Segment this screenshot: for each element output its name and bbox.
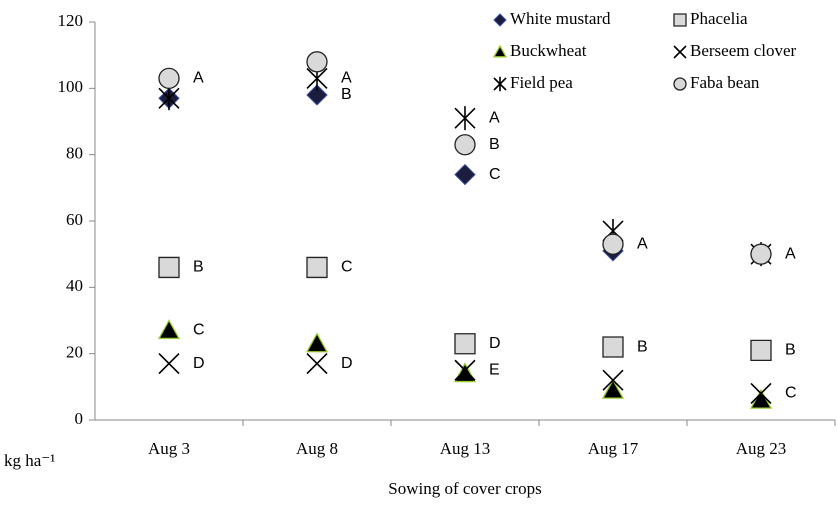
y-tick-label: 20 (66, 343, 83, 362)
marker (750, 243, 772, 265)
data-label: B (785, 342, 796, 359)
data-label: B (637, 338, 648, 355)
marker (453, 362, 477, 383)
marker (158, 86, 180, 111)
data-label: D (193, 355, 205, 372)
marker (602, 336, 624, 358)
marker (493, 76, 507, 92)
marker (602, 233, 624, 255)
marker (673, 13, 687, 27)
y-tick-label: 120 (58, 11, 84, 30)
x-tick-label: Aug 17 (588, 439, 639, 458)
x-tick-label: Aug 8 (296, 439, 338, 458)
y-tick-label: 80 (66, 144, 83, 163)
y-axis-label: kg ha⁻¹ (4, 451, 55, 470)
marker (454, 163, 476, 186)
data-label: A (341, 70, 352, 87)
legend-label: Berseem clover (690, 41, 797, 60)
y-tick-label: 40 (66, 276, 83, 295)
data-label: B (489, 136, 500, 153)
data-label: D (341, 355, 353, 372)
x-axis-label: Sowing of cover crops (388, 479, 541, 498)
marker (305, 332, 329, 353)
legend-label: Faba bean (690, 73, 760, 92)
data-label: A (193, 70, 204, 87)
marker (306, 84, 328, 106)
x-tick-label: Aug 3 (148, 439, 190, 458)
x-tick-label: Aug 23 (736, 439, 787, 458)
data-label: C (489, 166, 501, 183)
marker (306, 256, 328, 279)
marker (158, 256, 180, 279)
data-label: A (637, 235, 648, 252)
marker (306, 51, 328, 73)
marker (673, 77, 687, 91)
legend-label: Field pea (510, 73, 573, 92)
marker (454, 333, 476, 355)
legend-label: White mustard (510, 9, 611, 28)
marker (602, 369, 624, 391)
marker (492, 44, 508, 58)
data-label: E (489, 361, 500, 378)
y-tick-label: 60 (66, 210, 83, 229)
marker (673, 45, 687, 59)
data-label: A (785, 245, 796, 262)
marker (454, 359, 476, 381)
marker (157, 319, 181, 340)
data-label: B (341, 86, 352, 103)
marker (454, 134, 476, 156)
marker (750, 339, 772, 361)
marker (306, 353, 328, 375)
data-label: C (785, 385, 797, 402)
marker (750, 382, 772, 405)
data-label: A (489, 109, 500, 126)
data-label: C (341, 259, 353, 276)
y-tick-label: 0 (75, 409, 84, 428)
data-label: B (193, 259, 204, 276)
legend-label: Phacelia (690, 9, 748, 28)
x-tick-label: Aug 13 (440, 439, 491, 458)
marker (454, 106, 476, 131)
marker (493, 13, 507, 27)
data-label: D (489, 335, 501, 352)
marker (158, 67, 180, 90)
marker (601, 378, 625, 399)
legend-label: Buckwheat (510, 41, 587, 60)
data-label: C (193, 322, 205, 339)
y-tick-label: 100 (58, 77, 84, 96)
marker (158, 353, 180, 375)
